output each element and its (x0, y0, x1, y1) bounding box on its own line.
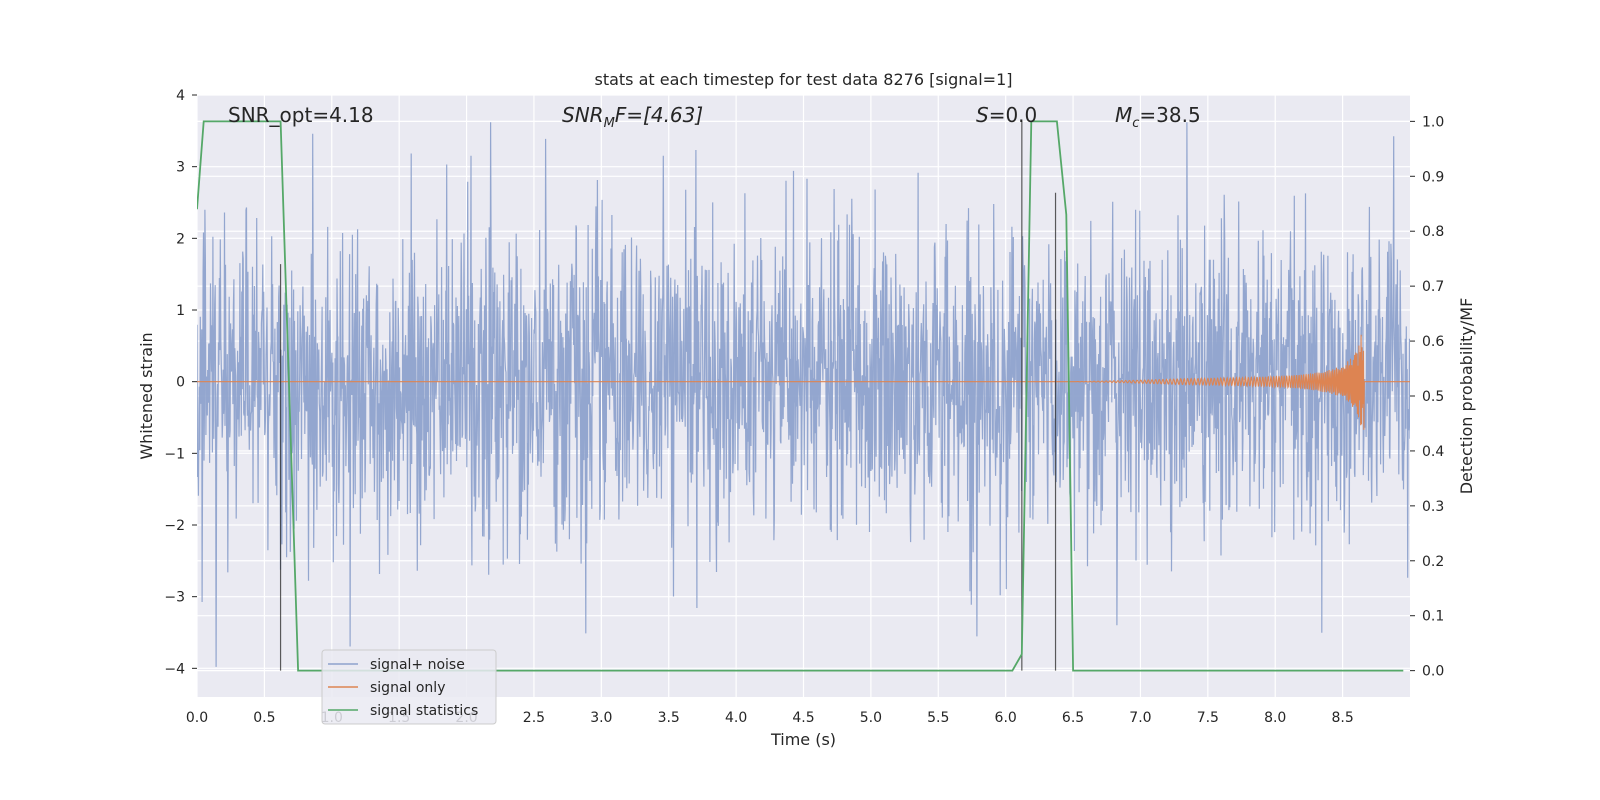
x-tick-label: 0.5 (253, 710, 275, 726)
noise-line (197, 122, 1410, 667)
chart-title: stats at each timestep for test data 827… (594, 70, 1012, 89)
y-tick-label-right: 0.2 (1422, 554, 1444, 570)
y-axis-label-left: Whitened strain (137, 332, 156, 459)
y-tick-label: 3 (176, 160, 185, 176)
y-tick-label-right: 1.0 (1422, 114, 1444, 130)
x-tick-label: 0.0 (186, 710, 208, 726)
x-tick-label: 6.5 (1062, 710, 1084, 726)
y-tick-label: 2 (176, 231, 185, 247)
y-tick-label: −4 (164, 661, 185, 677)
x-tick-label: 3.5 (658, 710, 680, 726)
y-tick-label: 0 (176, 375, 185, 391)
y-ticks-right: 1.0 0.9 0.8 0.7 0.6 0.5 0.4 0.3 0.2 0.1 0.0 (1410, 114, 1444, 680)
legend-label-signal-statistics: signal statistics (370, 703, 478, 719)
annotation-snr-opt: SNR_opt=4.18 (228, 103, 374, 127)
series-signal-statistics (197, 120, 1404, 672)
series-signal-only (197, 334, 1410, 430)
y-tick-label-right: 0.9 (1422, 169, 1444, 185)
y-tick-label: 4 (176, 88, 185, 104)
mc-value: =38.5 (1139, 103, 1200, 127)
x-tick-label: 6.0 (995, 710, 1017, 726)
x-tick-label: 5.0 (860, 710, 882, 726)
y-tick-label-right: 0.6 (1422, 334, 1444, 350)
y-tick-label-right: 0.1 (1422, 609, 1444, 625)
x-tick-label: 4.5 (792, 710, 814, 726)
y-tick-label: −3 (164, 590, 185, 606)
mc-subscript: c (1132, 116, 1139, 131)
vertical-markers (279, 121, 1057, 671)
x-tick-label: 7.0 (1129, 710, 1151, 726)
y-ticks-left: 4 3 2 1 0 −1 −2 −3 −4 (164, 88, 197, 677)
y-tick-label-right: 0.3 (1422, 499, 1444, 515)
y-tick-label: 1 (176, 303, 185, 319)
snr-mf-rest: F=[4.63] (615, 103, 703, 127)
y-tick-label-right: 0.5 (1422, 389, 1444, 405)
annotation-snr-mf: SNRMF=[4.63] (562, 103, 703, 131)
x-tick-label: 8.0 (1264, 710, 1286, 726)
legend: signal+ noise signal only signal statist… (321, 649, 497, 725)
y-tick-label-right: 0.8 (1422, 224, 1444, 240)
x-tick-label: 7.5 (1197, 710, 1219, 726)
legend-label-signal-noise: signal+ noise (370, 657, 465, 673)
x-tick-label: 4.0 (725, 710, 747, 726)
x-tick-label: 8.5 (1331, 710, 1353, 726)
x-tick-label: 5.5 (927, 710, 949, 726)
x-tick-label: 3.0 (590, 710, 612, 726)
y-tick-label: −2 (164, 518, 185, 534)
y-axis-label-right: Detection probability/MF (1457, 298, 1476, 495)
x-axis-label: Time (s) (770, 730, 836, 749)
s-value: =0.0 (989, 103, 1038, 127)
snr-mf-symbol: SNR (562, 103, 604, 127)
y-tick-label-right: 0.4 (1422, 444, 1444, 460)
s-symbol: S (976, 103, 989, 127)
stats-line (197, 120, 1404, 672)
y-tick-label: −1 (164, 446, 185, 462)
legend-box (321, 649, 497, 725)
annotation-mc: Mc=38.5 (1115, 103, 1201, 131)
mc-symbol: M (1115, 103, 1132, 127)
snr-mf-subscript: M (604, 116, 615, 131)
series-signal-noise (197, 122, 1410, 667)
annotation-s: S=0.0 (976, 103, 1037, 127)
y-tick-label-right: 0.0 (1422, 664, 1444, 680)
signal-line (197, 334, 1410, 430)
x-tick-label: 2.5 (523, 710, 545, 726)
legend-label-signal-only: signal only (370, 680, 445, 696)
y-tick-label-right: 0.7 (1422, 279, 1444, 295)
